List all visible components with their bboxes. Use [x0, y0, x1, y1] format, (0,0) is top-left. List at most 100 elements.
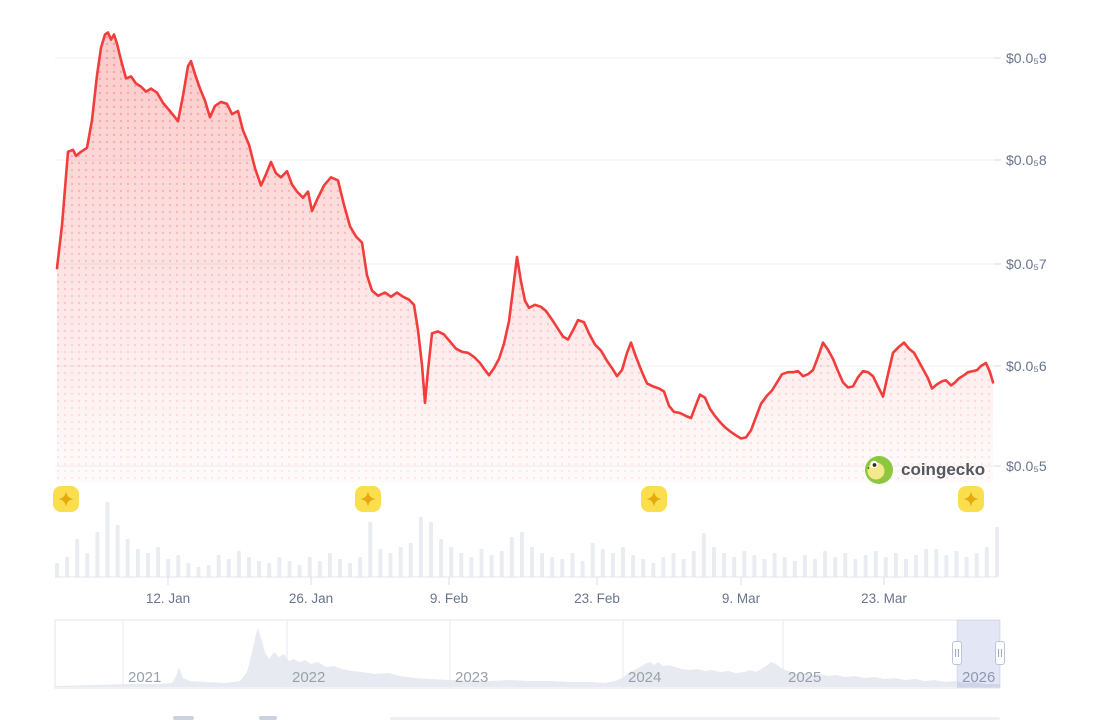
year-label: 2021 [128, 669, 161, 686]
star-badge[interactable] [53, 486, 79, 512]
y-axis-label: $0.0₅5 [1006, 458, 1047, 474]
volume-bar [802, 555, 807, 577]
volume-bar [701, 533, 706, 577]
year-label: 2026 [962, 669, 995, 686]
volume-bar [580, 561, 585, 577]
volume-bar [550, 557, 555, 577]
volume-bar [115, 525, 120, 577]
x-axis-label: 26. Jan [289, 591, 333, 606]
volume-bar [782, 557, 787, 577]
x-axis-label: 23. Mar [861, 591, 907, 606]
volume-bar [85, 553, 90, 577]
volume-bar [429, 522, 433, 577]
volume-bar [348, 563, 353, 577]
volume-bar [459, 553, 464, 577]
volume-bar [863, 555, 868, 577]
volume-bar [712, 547, 716, 577]
year-label: 2024 [628, 669, 661, 686]
price-chart-plot[interactable] [55, 18, 997, 480]
cutoff-legend-chip[interactable] [173, 716, 194, 720]
volume-bar [924, 549, 929, 577]
volume-bar [519, 532, 524, 577]
x-axis: 12. Jan 26. Jan 9. Feb 23. Feb 9. Mar 23. Mar [146, 577, 907, 606]
price-series [55, 31, 995, 482]
cutoff-legend-chip[interactable] [259, 716, 277, 720]
volume-bar [954, 551, 959, 577]
navigator-handle-right[interactable] [995, 641, 1005, 665]
volume-bar [853, 559, 858, 577]
coingecko-watermark-label: coingecko [901, 460, 986, 479]
volume-bar [267, 563, 272, 577]
coingecko-watermark[interactable]: coingecko [864, 454, 985, 486]
volume-bar [125, 539, 130, 577]
volume-bar [984, 547, 989, 577]
volume-bar [823, 551, 828, 577]
y-axis-label: $0.0₅9 [1006, 50, 1047, 66]
volume-bar [449, 547, 454, 577]
volume-bar [398, 547, 403, 577]
volume-bar [621, 547, 625, 577]
volume-bar [408, 543, 413, 577]
volume-bar [378, 549, 383, 577]
volume-bar [388, 553, 393, 577]
star-badge[interactable] [355, 486, 381, 512]
year-label: 2022 [292, 669, 325, 686]
volume-bar [55, 563, 59, 577]
volume-bar [186, 563, 191, 577]
year-label: 2025 [788, 669, 821, 686]
sparkle-star-icon [646, 491, 662, 507]
volume-bar [792, 561, 797, 577]
x-axis-label: 23. Feb [574, 591, 620, 606]
navigator-handle-left[interactable] [952, 641, 962, 665]
volume-bar [560, 559, 565, 577]
volume-bar [105, 502, 110, 577]
year-label: 2023 [455, 669, 488, 686]
volume-bar [641, 559, 646, 577]
volume-bar [317, 561, 322, 577]
volume-bar [489, 555, 494, 577]
volume-bar [236, 551, 241, 577]
volume-bar [418, 517, 423, 577]
navigator-minimap-area[interactable] [55, 628, 1000, 687]
volume-bar [974, 553, 979, 577]
volume-bar [661, 557, 666, 577]
volume-bar [135, 549, 140, 577]
volume-bar [65, 557, 70, 577]
volume-bar [247, 557, 251, 577]
volume-bar [772, 553, 777, 577]
volume-bar [479, 549, 484, 577]
volume-bar [752, 555, 757, 577]
y-axis-label: $0.0₅6 [1006, 358, 1047, 374]
drag-handle-icon [995, 641, 1005, 665]
volume-bar [156, 547, 161, 577]
x-axis-label: 9. Feb [430, 591, 468, 606]
volume-bar [914, 555, 919, 577]
volume-bar [691, 551, 696, 577]
volume-bar [499, 551, 504, 577]
volume-bar [509, 537, 514, 577]
volume-bar [540, 553, 545, 577]
volume-bar [368, 522, 373, 577]
volume-bar [762, 559, 767, 577]
volume-bar [934, 549, 939, 577]
volume-bar [732, 557, 737, 577]
volume-bar [671, 553, 676, 577]
volume-bar [833, 557, 838, 577]
volume-bar [257, 561, 262, 577]
volume-bar [166, 559, 171, 577]
volume-bar [530, 547, 534, 577]
volume-bar [651, 563, 656, 577]
volume-bar [297, 565, 302, 577]
cutoff-scrollbar[interactable] [390, 717, 1000, 720]
navigator-selection[interactable] [957, 620, 1000, 688]
volume-bars [55, 502, 999, 578]
volume-bar [873, 551, 878, 577]
y-axis-label: $0.0₅8 [1006, 152, 1047, 168]
star-badge[interactable] [958, 486, 984, 512]
star-badge[interactable] [641, 486, 667, 512]
x-axis-label: 12. Jan [146, 591, 190, 606]
annotation-badges [53, 486, 984, 512]
volume-bar [570, 553, 575, 577]
volume-bar [843, 553, 848, 577]
